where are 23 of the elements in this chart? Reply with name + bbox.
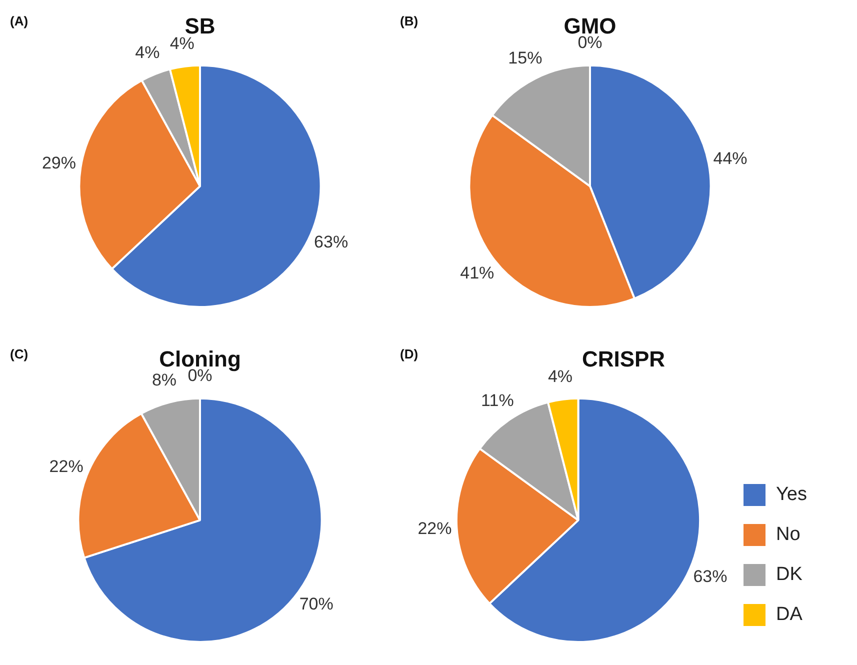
data-label: 8% — [152, 370, 177, 390]
text: (D) — [400, 346, 418, 362]
legend-label: No — [776, 524, 800, 546]
text: (B) — [400, 14, 418, 29]
data-label: 4% — [548, 367, 573, 386]
data-label: 29% — [42, 154, 76, 173]
data-label: 4% — [135, 43, 160, 62]
text: 0% — [578, 33, 602, 52]
data-label: 63% — [693, 566, 728, 586]
text: (A) — [10, 14, 28, 29]
data-label: 44% — [713, 149, 748, 168]
data-label: 15% — [508, 48, 542, 68]
data-label: 70% — [299, 594, 334, 614]
legend-label: DK — [776, 564, 803, 586]
chart-title: CRISPR — [582, 346, 666, 372]
data-label: 22% — [418, 518, 452, 538]
text: (C) — [10, 346, 28, 362]
legend-label: Yes — [776, 484, 808, 506]
data-label: 11% — [481, 390, 514, 410]
legend-label: DA — [776, 604, 803, 626]
data-label: 41% — [460, 263, 494, 282]
data-label: 22% — [49, 456, 84, 476]
data-label: 63% — [314, 232, 348, 252]
